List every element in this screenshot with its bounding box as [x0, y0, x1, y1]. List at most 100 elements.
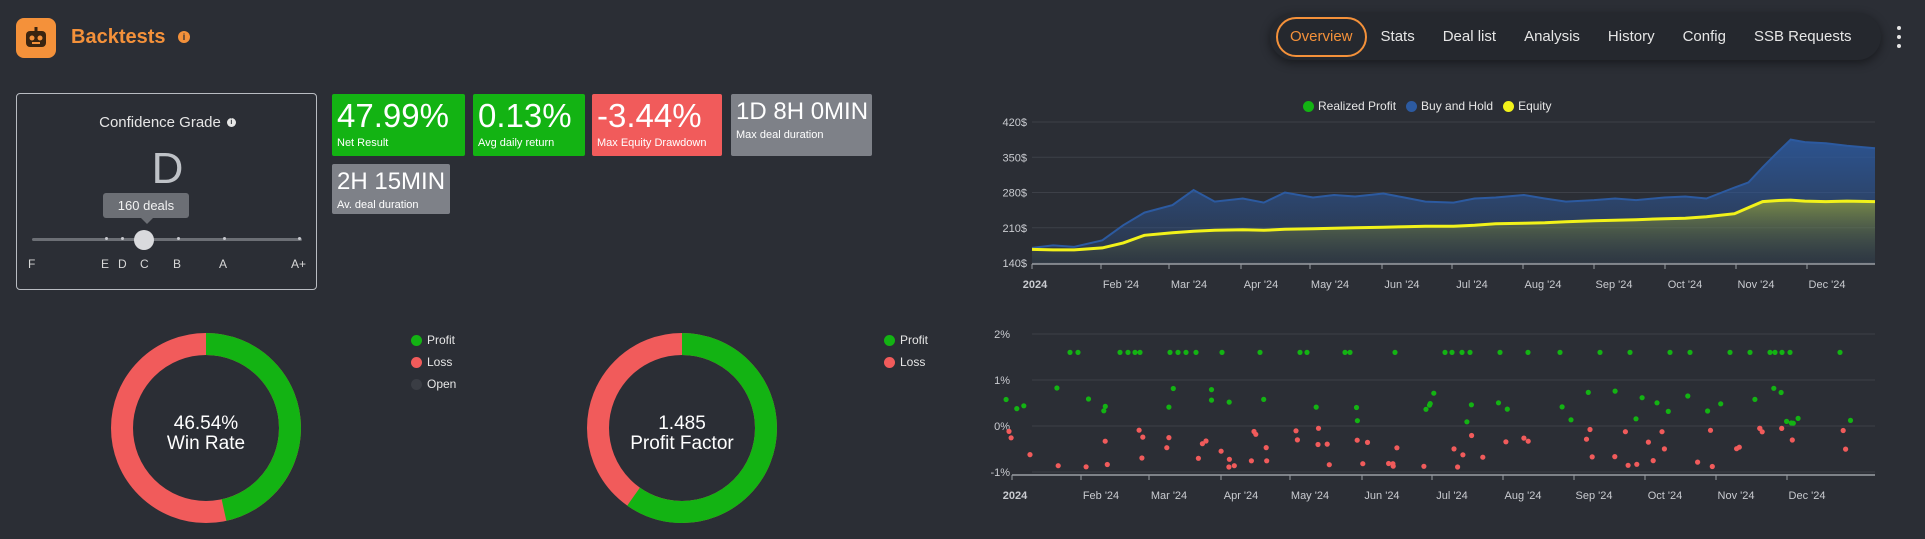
loss-point[interactable]	[1625, 462, 1631, 468]
profit-point[interactable]	[1771, 385, 1777, 391]
loss-point[interactable]	[1386, 460, 1392, 467]
profit-point[interactable]	[1504, 406, 1510, 412]
profit-point[interactable]	[1085, 396, 1092, 402]
profit-point[interactable]	[1423, 406, 1429, 412]
loss-point[interactable]	[1659, 429, 1665, 435]
tab-history[interactable]: History	[1607, 28, 1655, 45]
profit-point[interactable]	[1752, 396, 1758, 402]
profit-point[interactable]	[1257, 349, 1263, 355]
profit-point[interactable]	[1125, 349, 1131, 355]
profit-point[interactable]	[1667, 349, 1673, 355]
buy-and-hold-line[interactable]	[1031, 138, 1876, 249]
profit-point[interactable]	[1597, 349, 1603, 355]
profit-point[interactable]	[1431, 390, 1437, 396]
profit-point[interactable]	[1392, 349, 1398, 355]
profit-point[interactable]	[1353, 404, 1360, 411]
loss-point[interactable]	[1226, 464, 1232, 470]
robot-icon[interactable]	[16, 18, 56, 58]
loss-point[interactable]	[1218, 448, 1224, 454]
info-icon[interactable]: i	[226, 118, 236, 127]
profit-point[interactable]	[1585, 389, 1591, 395]
win-rate-profit-arc[interactable]	[111, 333, 301, 523]
profit-point[interactable]	[1747, 349, 1753, 355]
legend-item-profit[interactable]: Profit	[884, 329, 928, 351]
loss-point[interactable]	[1587, 426, 1593, 433]
loss-point[interactable]	[1203, 438, 1209, 444]
profit-point[interactable]	[1054, 385, 1060, 391]
loss-point[interactable]	[1140, 434, 1146, 440]
profit-point[interactable]	[1226, 399, 1232, 405]
loss-point[interactable]	[1364, 439, 1371, 445]
loss-point[interactable]	[1263, 445, 1269, 451]
loss-point[interactable]	[1612, 454, 1618, 460]
loss-point[interactable]	[1707, 427, 1714, 433]
loss-point[interactable]	[1589, 454, 1595, 460]
loss-point[interactable]	[1525, 438, 1531, 444]
profit-point[interactable]	[1497, 349, 1503, 355]
profit-point[interactable]	[1459, 349, 1465, 355]
profit-point[interactable]	[1170, 385, 1176, 392]
profit-point[interactable]	[1612, 388, 1618, 394]
loss-point[interactable]	[1734, 446, 1740, 452]
profit-point[interactable]	[1464, 419, 1470, 425]
loss-point[interactable]	[1008, 435, 1014, 441]
profit-point[interactable]	[1313, 404, 1319, 410]
loss-point[interactable]	[1264, 458, 1270, 464]
profit-factor-profit-arc[interactable]	[587, 333, 777, 523]
equity-line[interactable]	[1031, 198, 1876, 252]
loss-point[interactable]	[1421, 463, 1427, 469]
profit-point[interactable]	[1167, 349, 1173, 355]
legend-item-open[interactable]: Open	[411, 373, 456, 395]
loss-point[interactable]	[1139, 455, 1145, 461]
profit-point[interactable]	[1183, 349, 1189, 355]
profit-point[interactable]	[1175, 349, 1181, 355]
loss-point[interactable]	[1583, 436, 1590, 442]
profit-point[interactable]	[1467, 349, 1473, 355]
profit-point[interactable]	[1495, 400, 1502, 406]
profit-point[interactable]	[1304, 349, 1310, 355]
profit-point[interactable]	[1261, 396, 1267, 402]
loss-point[interactable]	[1083, 464, 1089, 470]
profit-point[interactable]	[1568, 417, 1574, 423]
tab-overview[interactable]: Overview	[1276, 16, 1367, 57]
profit-point[interactable]	[1772, 349, 1778, 355]
profit-point[interactable]	[1847, 417, 1854, 423]
profit-point[interactable]	[1347, 349, 1353, 355]
kebab-menu-icon[interactable]	[1896, 26, 1902, 48]
loss-point[interactable]	[1055, 463, 1061, 469]
loss-point[interactable]	[1195, 455, 1201, 461]
profit-point[interactable]	[1208, 387, 1215, 393]
loss-point[interactable]	[1390, 463, 1396, 469]
loss-point[interactable]	[1231, 463, 1237, 469]
loss-point[interactable]	[1315, 425, 1322, 431]
loss-point[interactable]	[1251, 428, 1257, 435]
loss-point[interactable]	[1460, 452, 1466, 458]
loss-point[interactable]	[1709, 463, 1715, 470]
loss-point[interactable]	[1360, 461, 1366, 467]
loss-point[interactable]	[1164, 445, 1170, 451]
loss-point[interactable]	[1521, 435, 1527, 441]
profit-point[interactable]	[1557, 349, 1563, 355]
profit-point[interactable]	[1014, 406, 1020, 412]
profit-point[interactable]	[1297, 349, 1303, 355]
loss-point[interactable]	[1779, 425, 1785, 431]
loss-point[interactable]	[1789, 437, 1795, 443]
loss-point[interactable]	[1843, 446, 1849, 452]
profit-point[interactable]	[1468, 402, 1474, 408]
profit-point[interactable]	[1117, 349, 1123, 355]
loss-point[interactable]	[1650, 458, 1656, 464]
legend-item-loss[interactable]: Loss	[411, 351, 456, 373]
profit-point[interactable]	[1426, 402, 1433, 408]
profit-point[interactable]	[1354, 418, 1360, 424]
loss-point[interactable]	[1104, 461, 1110, 468]
loss-point[interactable]	[1634, 461, 1640, 467]
profit-point[interactable]	[1779, 349, 1785, 355]
profit-point[interactable]	[1784, 418, 1790, 424]
loss-point[interactable]	[1840, 427, 1846, 434]
profit-point[interactable]	[1654, 400, 1660, 406]
profit-point[interactable]	[1685, 393, 1691, 399]
profit-point[interactable]	[1627, 349, 1633, 355]
profit-point[interactable]	[1442, 349, 1448, 355]
profit-point[interactable]	[1718, 401, 1724, 407]
legend-item-equity[interactable]: Equity	[1503, 99, 1551, 113]
